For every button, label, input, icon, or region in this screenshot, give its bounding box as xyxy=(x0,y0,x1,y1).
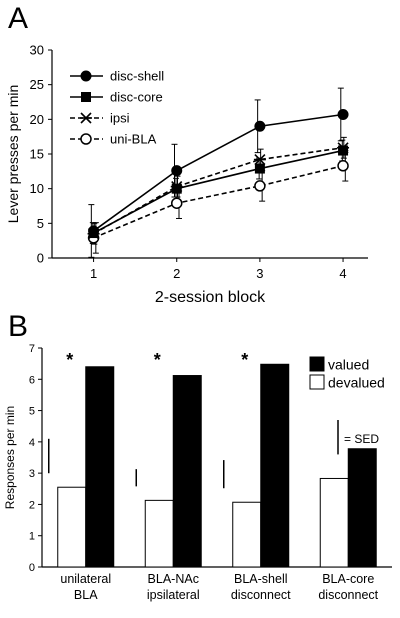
b-legend-label-devalued: devalued xyxy=(328,375,385,391)
bar-devalued xyxy=(57,486,87,568)
b-y-tick-label: 4 xyxy=(29,437,35,449)
line-chart-panel-a: 0 5 10 15 20 25 30 1 2 3 4 disc-shell disc-core ipsi… xyxy=(5,43,368,306)
b-category-label: unilateral xyxy=(60,572,111,586)
b-category-label: ipsilateral xyxy=(147,588,200,602)
bar-valued xyxy=(347,448,377,568)
panel-label-b: B xyxy=(8,310,28,343)
a-legend: disc-shell disc-core ipsi uni-BLA xyxy=(70,69,164,147)
marker-open-circle xyxy=(80,133,92,145)
marker-filled-circle xyxy=(171,165,183,177)
b-category-label: BLA-shell xyxy=(234,572,288,586)
bar-devalued xyxy=(232,501,262,568)
marker-open-circle xyxy=(170,197,183,209)
a-series-line-disc-shell xyxy=(93,113,344,232)
b-y-tick-label: 2 xyxy=(29,499,35,511)
bar-valued xyxy=(260,363,290,568)
significance-star: * xyxy=(154,350,161,370)
b-y-tick-label: 6 xyxy=(29,374,35,386)
a-series-group xyxy=(87,87,350,258)
marker-filled-circle xyxy=(88,225,100,237)
a-x-axis-label: 2-session block xyxy=(155,289,266,306)
a-y-tick-label: 0 xyxy=(37,251,44,266)
bar-devalued xyxy=(319,477,349,568)
b-group-3: BLA-core disconnect xyxy=(318,448,379,602)
a-series-line-uni-BLA xyxy=(93,165,344,239)
b-y-tick-label: 0 xyxy=(29,562,35,574)
b-group-2: * BLA-shell disconnect xyxy=(223,350,291,602)
a-y-tick-label: 20 xyxy=(30,112,44,127)
a-y-tick-label: 30 xyxy=(30,43,44,58)
bar-valued xyxy=(172,375,202,568)
a-y-tick-label: 15 xyxy=(30,147,44,162)
a-y-tick-label: 25 xyxy=(30,77,44,92)
a-x-tick-label: 2 xyxy=(173,266,180,281)
marker-filled-circle xyxy=(254,120,266,132)
b-legend: valued devalued = SED xyxy=(309,356,385,455)
b-y-axis-label: Responses per min xyxy=(3,406,17,509)
marker-filled-square xyxy=(338,145,349,156)
bar-chart-panel-b: 0 1 2 3 4 5 6 7 * unilateral BLA * BLA-NAc ipsilater… xyxy=(3,343,392,602)
marker-open-circle xyxy=(254,180,266,192)
marker-filled-circle xyxy=(80,70,92,82)
b-category-label: BLA-NAc xyxy=(148,572,199,586)
b-category-label: BLA-core xyxy=(322,572,374,586)
marker-filled-square xyxy=(254,163,265,174)
a-legend-label-ipsi: ipsi xyxy=(110,111,130,126)
a-series-line-disc-core xyxy=(93,149,344,234)
a-x-tick-label: 1 xyxy=(90,266,97,281)
a-y-tick-label: 5 xyxy=(37,216,44,231)
b-y-tick-label: 3 xyxy=(29,468,35,480)
b-category-label: BLA xyxy=(74,588,98,602)
b-legend-sed-label: = SED xyxy=(344,432,379,446)
a-series-errorbars-disc-core xyxy=(89,139,346,244)
a-y-axis-label: Lever presses per min xyxy=(5,85,21,224)
a-legend-label-uni-BLA: uni-BLA xyxy=(110,132,157,147)
marker-star xyxy=(80,112,92,124)
a-series-line-ipsi xyxy=(93,146,344,235)
a-legend-label-disc-shell: disc-shell xyxy=(110,69,164,84)
b-category-label: disconnect xyxy=(231,588,291,602)
bar-valued xyxy=(85,366,115,568)
b-legend-label-valued: valued xyxy=(328,357,369,373)
b-category-label: disconnect xyxy=(318,588,378,602)
b-y-tick-label: 7 xyxy=(29,343,35,355)
marker-filled-circle xyxy=(337,108,349,120)
significance-star: * xyxy=(241,350,248,370)
a-x-tick-label: 3 xyxy=(256,266,263,281)
b-legend-swatch-valued xyxy=(309,356,325,372)
b-legend-swatch-devalued xyxy=(309,374,325,390)
a-x-tick-label: 4 xyxy=(339,266,346,281)
a-series-errorbars-uni-BLA xyxy=(92,150,349,254)
marker-open-circle xyxy=(337,160,349,172)
b-group-1: * BLA-NAc ipsilateral xyxy=(135,350,202,602)
b-group-0: * unilateral BLA xyxy=(48,350,115,602)
a-legend-label-disc-core: disc-core xyxy=(110,90,163,105)
marker-filled-square xyxy=(81,92,91,102)
a-series-points-disc-shell xyxy=(88,108,349,237)
panel-label-a: A xyxy=(8,2,28,35)
marker-filled-square xyxy=(171,183,182,194)
b-y-tick-label: 1 xyxy=(29,531,35,543)
b-y-tick-label: 5 xyxy=(29,406,35,418)
a-axes: 0 5 10 15 20 25 30 1 2 3 4 xyxy=(30,43,368,281)
marker-star xyxy=(253,153,266,166)
b-bars-group: * unilateral BLA * BLA-NAc ipsilateral * BLA-sh… xyxy=(48,350,379,602)
a-y-tick-label: 10 xyxy=(30,181,44,196)
bar-devalued xyxy=(144,499,174,568)
significance-star: * xyxy=(66,350,73,370)
